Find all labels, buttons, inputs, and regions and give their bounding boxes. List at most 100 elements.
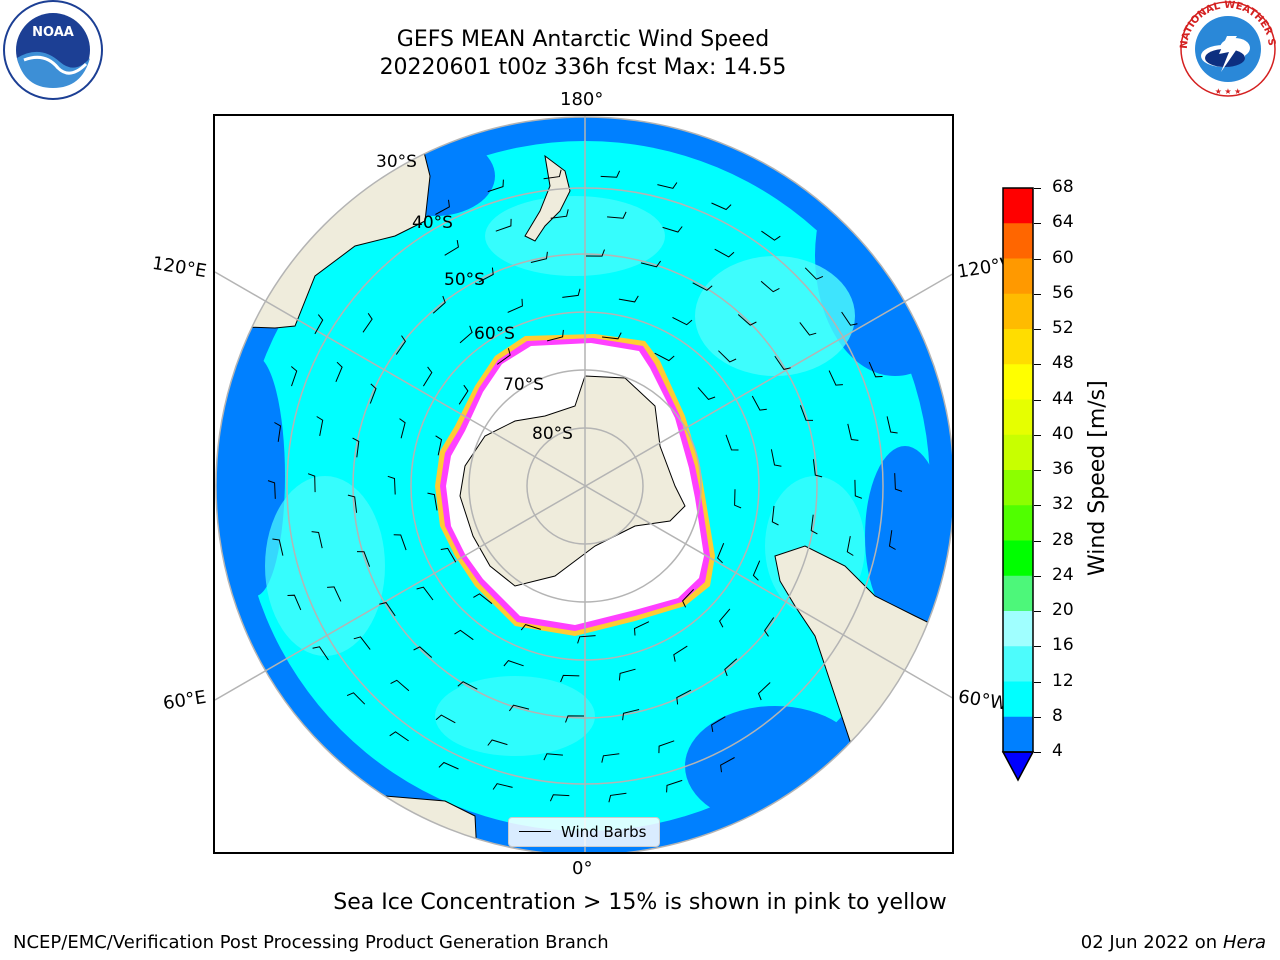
colorbar-tick-label: 56 xyxy=(1052,282,1074,303)
colorbar-tick-label: 16 xyxy=(1052,635,1074,656)
lat-label-40s: 40°S xyxy=(412,213,453,233)
colorbar-tick-mark xyxy=(1034,646,1041,648)
wind-barb xyxy=(673,645,688,662)
wind-barb xyxy=(846,536,854,556)
wind-barb xyxy=(390,679,410,692)
wind-barb xyxy=(487,739,508,746)
colorbar-cell xyxy=(1003,364,1033,400)
credit-text: NCEP/EMC/Verification Post Processing Pr… xyxy=(13,932,609,953)
colorbar-extend-triangle xyxy=(1001,751,1035,782)
colorbar-cell xyxy=(1003,223,1033,259)
colorbar-tick-mark xyxy=(1034,329,1041,330)
wind-barb xyxy=(600,170,621,178)
wind-barb xyxy=(435,435,443,456)
wind-barb xyxy=(828,370,843,386)
wind-barb xyxy=(478,267,494,283)
wind-barb xyxy=(711,716,726,732)
colorbar-cell xyxy=(1003,188,1033,224)
legend-label: Wind Barbs xyxy=(561,823,647,841)
wind-barb xyxy=(389,731,409,742)
colorbar-tick-label: 60 xyxy=(1052,247,1074,268)
wind-barb xyxy=(757,682,771,701)
wind-barb xyxy=(287,594,302,611)
wind-barb xyxy=(810,514,818,535)
wind-barb xyxy=(413,646,433,658)
wind-barb xyxy=(549,794,570,802)
wind-barb xyxy=(327,586,342,602)
wind-barb xyxy=(290,366,298,387)
wind-barb xyxy=(508,704,530,712)
colorbar-tick-mark xyxy=(1034,611,1041,612)
wind-barb xyxy=(618,668,636,681)
wind-barb xyxy=(804,267,824,280)
wind-barbs xyxy=(267,169,903,803)
colorbar-tick-mark xyxy=(1034,505,1041,507)
colorbar-tick-mark xyxy=(1034,681,1041,683)
colorbar-tick-mark xyxy=(1034,364,1041,366)
colorbar-tick-label: 20 xyxy=(1052,600,1074,620)
graticule xyxy=(215,116,952,852)
colorbar-tick-mark xyxy=(1034,575,1041,577)
wind-barb xyxy=(395,335,407,355)
svg-text:NOAA: NOAA xyxy=(32,25,74,40)
wind-barb xyxy=(550,209,569,219)
colorbar-tick-label: 48 xyxy=(1052,353,1074,374)
colorbar-cell xyxy=(1003,470,1033,506)
colorbar-tick-label: 28 xyxy=(1052,529,1074,550)
wind-barb xyxy=(267,480,276,499)
colorbar-label: Wind Speed [m/s] xyxy=(1085,380,1110,576)
colorbar-tick-label: 52 xyxy=(1052,318,1074,338)
lat-label-70s: 70°S xyxy=(503,375,544,395)
wind-barb xyxy=(894,473,903,492)
wind-barb xyxy=(666,779,683,793)
wind-barb xyxy=(362,313,373,333)
colorbar-tick-mark xyxy=(1034,434,1041,436)
colorbar-tick-mark xyxy=(1034,293,1041,295)
wind-barb xyxy=(503,660,524,667)
colorbar-cell xyxy=(1003,611,1033,647)
wind-barb xyxy=(562,288,581,298)
wind-barb xyxy=(399,418,406,439)
wind-barb xyxy=(487,179,504,193)
colorbar-tick-mark xyxy=(1034,716,1041,718)
colorbar-tick-mark xyxy=(1034,399,1041,401)
wind-barb xyxy=(543,753,563,761)
colorbar-cell xyxy=(1003,293,1033,330)
wind-barb xyxy=(618,295,639,303)
wind-barb xyxy=(774,355,791,370)
wind-barb xyxy=(458,384,469,405)
colorbar-tick-label: 24 xyxy=(1052,564,1074,585)
wind-barb xyxy=(459,325,473,344)
wind-barb xyxy=(799,405,814,421)
wind-barb xyxy=(422,366,433,387)
wind-barb xyxy=(640,260,662,268)
machine-name: Hera xyxy=(1222,932,1266,953)
wind-barb xyxy=(454,629,474,641)
wind-barb xyxy=(314,314,324,335)
date-text: 02 Jun 2022 on xyxy=(1080,932,1218,953)
wind-barb xyxy=(311,531,323,549)
lon-label-120e: 120°E xyxy=(150,252,209,283)
wind-barb xyxy=(770,449,782,467)
wind-barb xyxy=(352,437,360,458)
wind-barb xyxy=(725,434,739,451)
wind-barb xyxy=(427,492,438,511)
colorbar-cell xyxy=(1003,540,1033,577)
colorbar-cell xyxy=(1003,329,1033,365)
wind-barb xyxy=(854,479,863,499)
colorbar-tick-label: 36 xyxy=(1052,459,1074,479)
wind-barb xyxy=(812,459,823,478)
colorbar-cell xyxy=(1003,646,1033,682)
colorbar-cell xyxy=(1003,575,1033,612)
colorbar-tick-label: 40 xyxy=(1052,423,1074,444)
wind-barb xyxy=(886,416,898,434)
wind-barb xyxy=(847,423,859,441)
wind-barb xyxy=(737,314,757,326)
wind-barb xyxy=(662,226,683,233)
wind-barb xyxy=(473,593,493,605)
wind-barb xyxy=(658,740,675,754)
legend-wind-barb-swatch xyxy=(519,831,551,832)
wind-barb xyxy=(416,586,434,601)
wind-barb xyxy=(771,505,779,526)
wind-barb xyxy=(607,211,627,219)
